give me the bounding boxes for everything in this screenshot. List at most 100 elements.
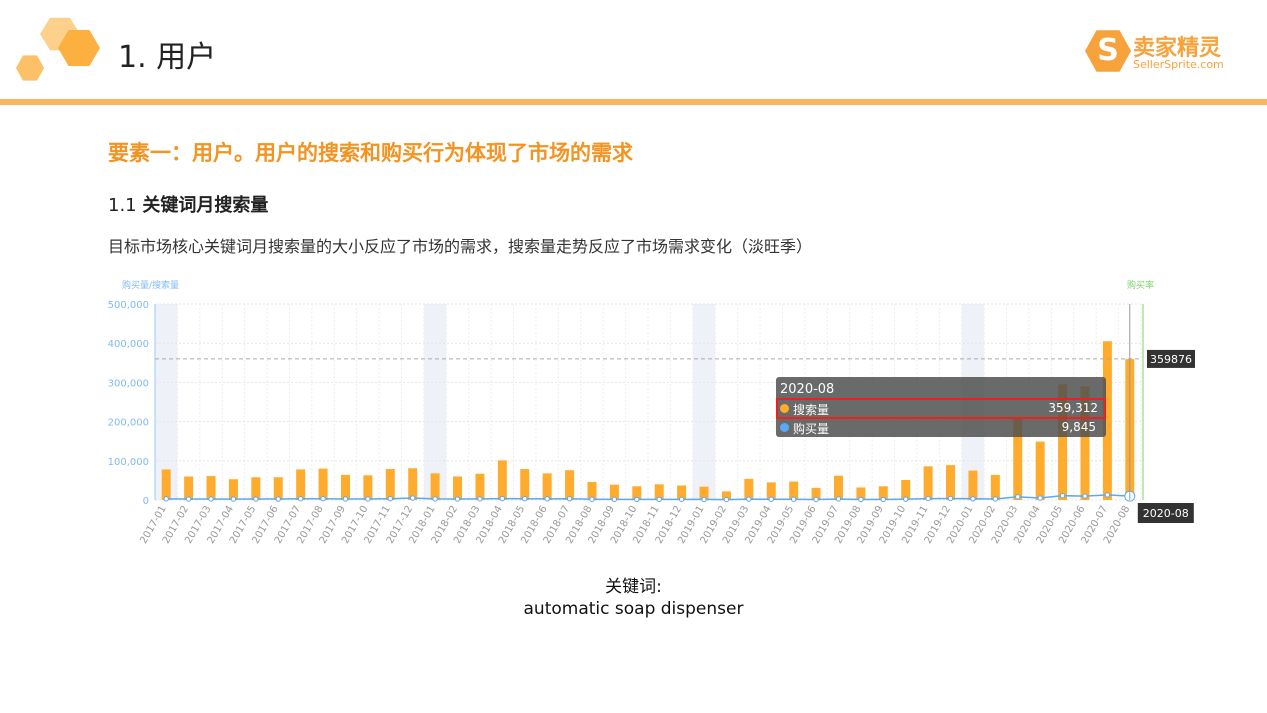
year-band [155, 304, 178, 500]
bar-search-volume [744, 478, 754, 500]
tooltip-row-purchase: 购买量 9,845 [778, 419, 1104, 436]
bar-search-volume [340, 474, 350, 500]
year-band [423, 304, 447, 500]
point-purchase-volume [790, 496, 797, 502]
bar-search-volume [385, 469, 395, 500]
slide-title: 1. 用户 [118, 40, 217, 75]
point-purchase-volume [858, 496, 864, 503]
bar-search-volume [1058, 384, 1068, 500]
bar-search-volume [206, 476, 216, 500]
keyword-caption: 关键词: automatic soap dispenser [523, 577, 744, 619]
tooltip-row-search: 搜索量 359,312 [776, 398, 1106, 419]
point-purchase-volume [746, 496, 752, 502]
year-band [692, 304, 716, 500]
point-purchase-volume [522, 496, 528, 502]
bar-search-volume [565, 470, 575, 500]
y-tick-label: 200,000 [108, 418, 149, 429]
point-purchase-volume [208, 496, 214, 502]
bar-search-volume [878, 486, 888, 500]
point-purchase-volume [992, 496, 999, 502]
point-purchase-volume [1082, 493, 1088, 499]
point-purchase-volume [432, 496, 438, 502]
bar-search-volume [497, 460, 507, 500]
subheading: 1.1 关键词月搜索量 [108, 195, 269, 216]
point-purchase-volume [611, 496, 618, 503]
bar-search-volume [856, 487, 866, 500]
point-purchase-volume [1059, 492, 1066, 499]
point-purchase-volume [880, 496, 886, 503]
bar-search-volume [228, 479, 238, 500]
y-tick-label: 300,000 [108, 378, 149, 389]
bar-search-volume [363, 475, 373, 500]
bar-search-volume [968, 470, 978, 500]
bar-search-volume [789, 481, 799, 500]
tooltip-title: 2020-08 [780, 382, 835, 397]
bar-search-volume [609, 484, 619, 500]
section-heading: 要素一：用户。用户的搜索和购买行为体现了市场的需求 [108, 141, 633, 165]
bar-search-volume [184, 476, 194, 500]
point-purchase-volume [566, 496, 573, 502]
bar-search-volume [1035, 441, 1045, 500]
bar-search-volume [161, 469, 171, 500]
bar-search-volume [946, 465, 956, 500]
y-tick-label: 0 [143, 496, 149, 507]
bar-search-volume [587, 481, 597, 500]
point-purchase-volume [768, 496, 774, 502]
bar-search-volume [811, 487, 821, 500]
point-purchase-volume [163, 496, 169, 502]
bar-search-volume [833, 475, 843, 500]
point-purchase-volume [544, 496, 550, 502]
point-purchase-volume [678, 496, 685, 503]
point-purchase-volume [1037, 495, 1043, 501]
bar-search-volume [273, 477, 283, 500]
bar-search-volume [766, 482, 776, 500]
chart-tooltip: 2020-08 搜索量 359,312 购买量 9,845 [776, 377, 1106, 437]
bar-search-volume [520, 469, 530, 500]
bar-search-volume [677, 485, 687, 500]
bar-search-volume [721, 491, 731, 500]
y2-axis-title: 购买率 [1127, 279, 1154, 291]
point-purchase-volume [925, 495, 931, 502]
bar-search-volume [632, 486, 642, 500]
point-purchase-volume [499, 495, 506, 502]
point-purchase-volume [701, 496, 707, 503]
header-divider [0, 99, 1267, 105]
bar-search-volume [699, 486, 709, 500]
bar-search-volume [1013, 416, 1023, 500]
logo-hexagon [58, 30, 100, 66]
point-purchase-volume [297, 496, 304, 502]
point-purchase-volume [903, 496, 909, 502]
reference-label: 359876 [1150, 353, 1192, 366]
logo-hexagon [16, 55, 44, 81]
line-purchase-volume [166, 494, 1130, 501]
search-volume-chart: 0 100,000 200,000 300,000 400,000 500,000 购买量/… [108, 279, 1195, 546]
cursor-label-bg [1137, 503, 1194, 523]
y-tick-label: 400,000 [108, 339, 149, 350]
bar-search-volume [475, 473, 485, 500]
point-purchase-volume [477, 496, 483, 502]
point-purchase-volume [1015, 494, 1021, 500]
point-purchase-volume [230, 496, 237, 502]
point-purchase-volume [723, 496, 730, 503]
bar-search-volume [654, 484, 664, 500]
bar-search-volume [296, 469, 306, 500]
point-purchase-volume [454, 496, 461, 502]
bar-search-volume [990, 474, 1000, 500]
bar-search-volume [453, 476, 463, 500]
point-purchase-volume [835, 496, 842, 502]
point-purchase-volume [656, 496, 662, 503]
point-purchase-volume [387, 496, 393, 502]
bar-search-volume [1080, 386, 1090, 500]
bar-search-volume [901, 480, 911, 500]
point-purchase-volume [185, 496, 192, 502]
bar-search-volume [251, 477, 261, 500]
y-tick-label: 500,000 [108, 300, 149, 311]
bar-search-volume [318, 468, 328, 500]
y-tick-label: 100,000 [108, 457, 149, 468]
bar-search-volume [542, 473, 552, 500]
point-purchase-volume [342, 496, 349, 502]
bar-search-volume [923, 466, 933, 500]
point-purchase-volume [253, 496, 259, 502]
point-purchase-volume [1104, 492, 1111, 498]
bar-search-volume [408, 468, 418, 500]
